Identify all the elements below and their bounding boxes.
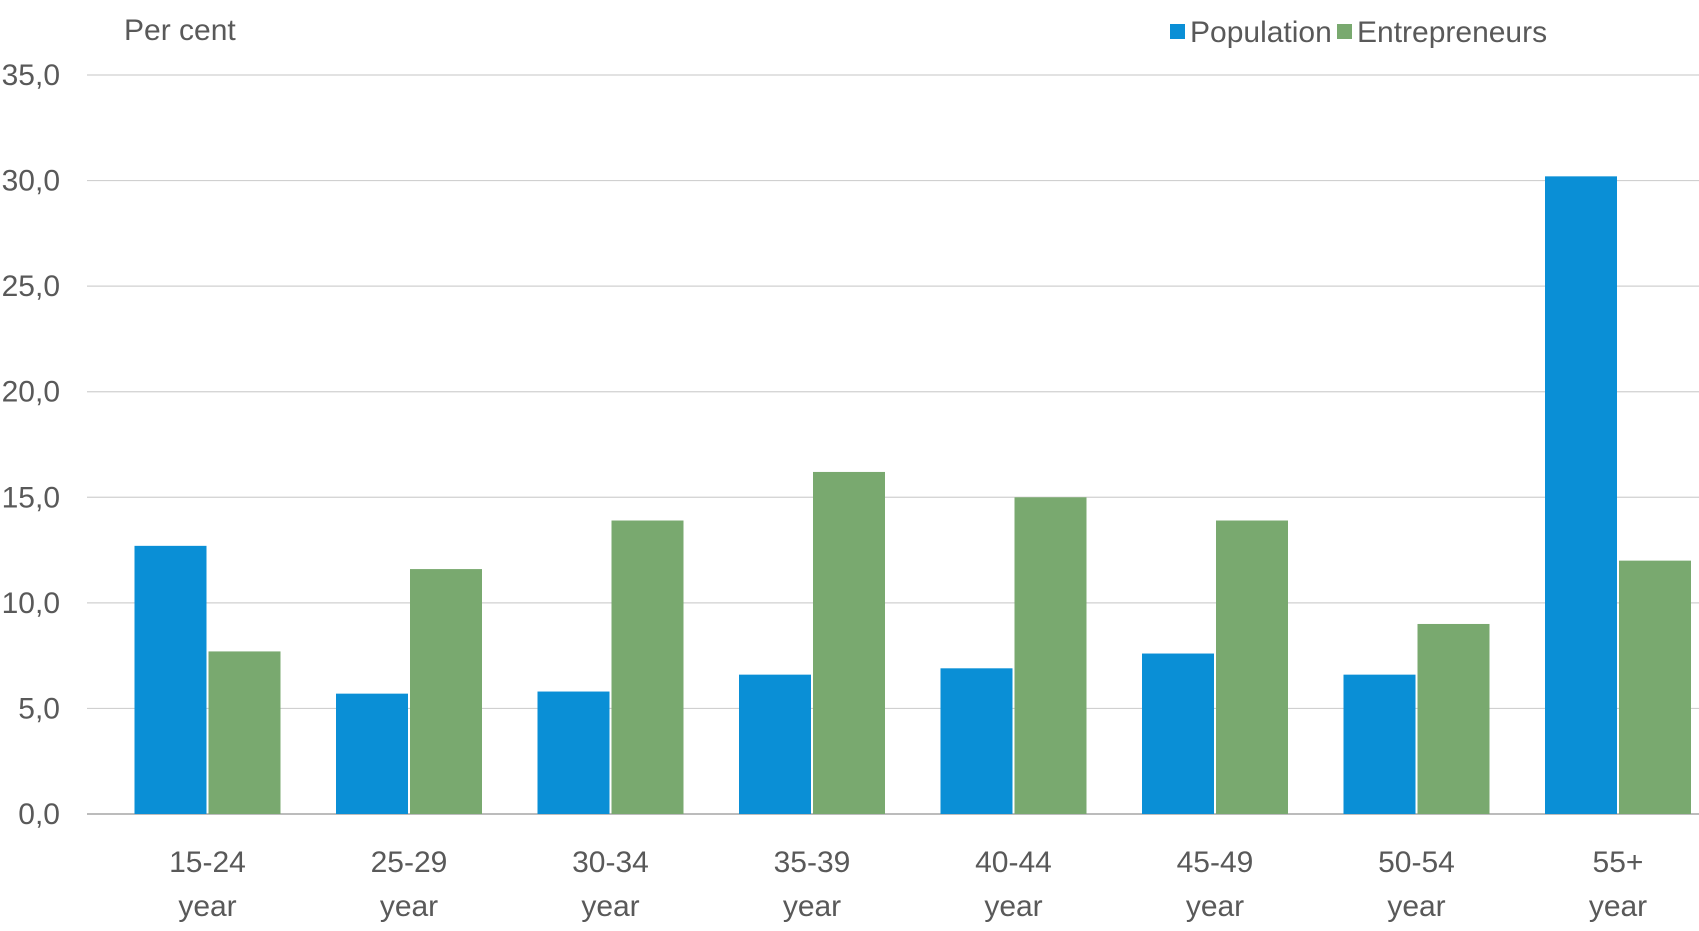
bar-entrepreneurs-3 — [813, 471, 885, 814]
legend-swatch-entrepreneurs — [1337, 24, 1352, 39]
bar-population-2 — [537, 691, 610, 814]
bars — [134, 176, 1691, 814]
bar-population-0 — [134, 545, 207, 814]
bar-population-6 — [1343, 674, 1416, 814]
x-tick-label: 45-49 — [1177, 846, 1254, 879]
x-tick-label: year — [380, 890, 438, 923]
bar-population-1 — [336, 693, 408, 814]
x-tick-label: year — [1589, 890, 1647, 923]
x-tick-label: 15-24 — [169, 846, 246, 879]
x-tick-label: year — [178, 890, 236, 923]
bar-entrepreneurs-6 — [1417, 623, 1490, 814]
y-tick-label: 15,0 — [2, 481, 60, 514]
bar-entrepreneurs-2 — [611, 520, 684, 814]
bar-entrepreneurs-5 — [1216, 520, 1288, 814]
x-tick-label: 40-44 — [975, 846, 1052, 879]
y-tick-label: 0,0 — [18, 798, 60, 831]
y-tick-label: 25,0 — [2, 270, 60, 303]
bar-entrepreneurs-1 — [410, 569, 482, 814]
y-tick-label: 10,0 — [2, 587, 60, 620]
x-tick-label: year — [1387, 890, 1445, 923]
x-tick-label: 25-29 — [371, 846, 448, 879]
bar-entrepreneurs-4 — [1014, 497, 1087, 814]
y-tick-label: 30,0 — [2, 165, 60, 198]
x-tick-label: year — [581, 890, 639, 923]
x-axis-tick-labels: 15-24 year 25-29 year 30-34 year 35-39 year 40-4… — [169, 846, 1647, 923]
y-axis-tick-labels: 0,0 5,0 10,0 15,0 20,0 25,0 30,0 35,0 — [2, 59, 60, 831]
legend-label-population[interactable]: Population — [1190, 16, 1332, 49]
bar-population-4 — [940, 668, 1013, 814]
x-tick-label: 35-39 — [774, 846, 851, 879]
x-tick-label: 55+ — [1593, 846, 1644, 879]
legend[interactable]: Population Entrepreneurs — [1170, 16, 1547, 49]
y-tick-label: 35,0 — [2, 59, 60, 92]
legend-swatch-population — [1170, 24, 1185, 39]
x-tick-label: year — [783, 890, 841, 923]
bar-population-5 — [1142, 653, 1214, 814]
y-tick-label: 20,0 — [2, 376, 60, 409]
bar-population-3 — [739, 674, 811, 814]
x-tick-label: 50-54 — [1378, 846, 1455, 879]
bar-population-7 — [1545, 176, 1617, 814]
y-tick-label: 5,0 — [18, 692, 60, 725]
y-axis-label: Per cent — [124, 14, 236, 47]
bar-entrepreneurs-0 — [208, 651, 281, 814]
x-tick-label: year — [1186, 890, 1244, 923]
x-tick-label: 30-34 — [572, 846, 649, 879]
legend-label-entrepreneurs[interactable]: Entrepreneurs — [1357, 16, 1547, 49]
x-tick-label: year — [984, 890, 1042, 923]
bar-entrepreneurs-7 — [1619, 560, 1691, 814]
